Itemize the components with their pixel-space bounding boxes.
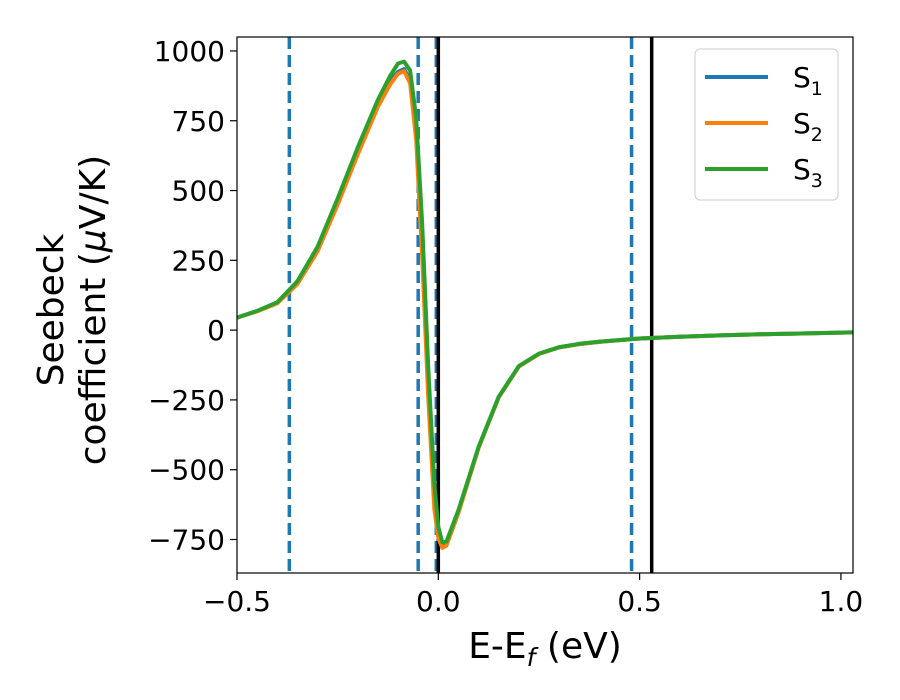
y-tick-label: 750 xyxy=(172,105,225,138)
series-lines xyxy=(237,59,853,550)
legend: S1 S2 S3 xyxy=(694,48,839,201)
y-tick-label: −750 xyxy=(148,524,225,557)
y-axis-label-line1: Seebeck xyxy=(31,233,72,386)
series-line-S3 xyxy=(237,59,853,545)
y-tick-label: 1000 xyxy=(154,35,225,68)
y-tick-label: −500 xyxy=(148,454,225,487)
plot-frame xyxy=(236,36,854,574)
y-tick-label: 250 xyxy=(172,244,225,277)
y-tick-label: 500 xyxy=(172,175,225,208)
x-tick-label: 0.5 xyxy=(617,585,662,618)
x-tick-label: 0.0 xyxy=(416,585,461,618)
legend-label-S1: S1 xyxy=(793,61,823,100)
legend-label-S2: S2 xyxy=(793,107,823,146)
x-tick-label: −0.5 xyxy=(203,585,271,618)
y-tick-label: −250 xyxy=(148,384,225,417)
reference-lines xyxy=(287,37,654,573)
y-axis-ticks: −750 −500 −250 0 250 500 750 1000 xyxy=(148,35,237,557)
y-axis-label-line2: coefficient (μV/K) xyxy=(73,155,114,465)
x-axis-label: E-Ef (eV) xyxy=(468,626,622,672)
x-tick-label: 1.0 xyxy=(819,585,864,618)
x-axis-ticks: −0.5 0.0 0.5 1.0 xyxy=(203,573,863,618)
y-tick-label: 0 xyxy=(207,314,225,347)
legend-label-S3: S3 xyxy=(793,153,823,192)
